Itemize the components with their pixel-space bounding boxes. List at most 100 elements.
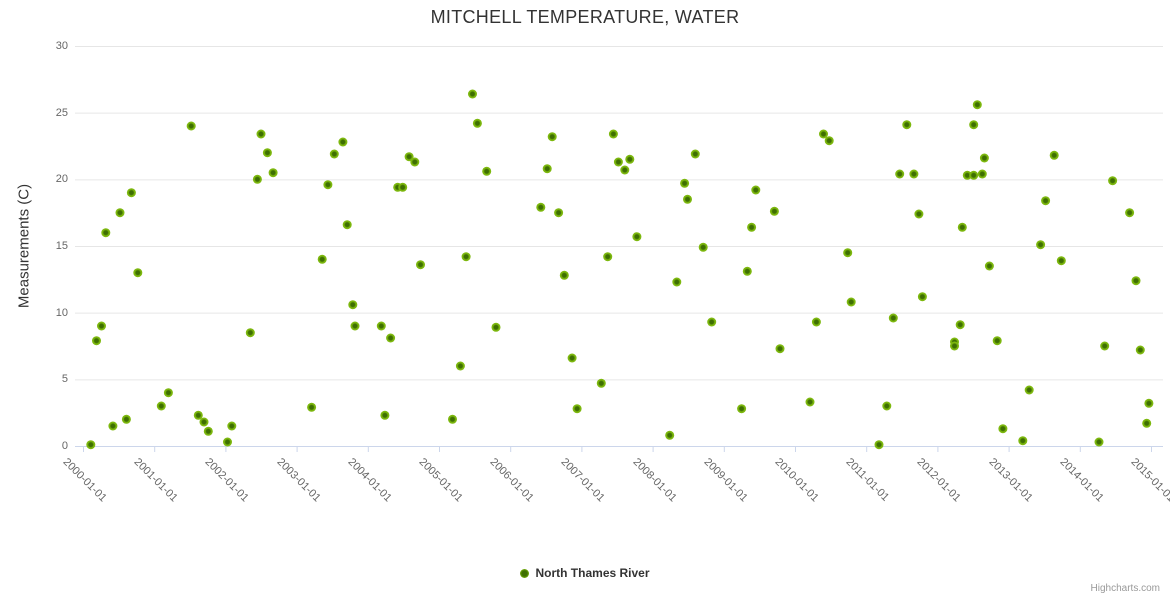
data-point[interactable]: [751, 185, 761, 195]
data-point[interactable]: [979, 153, 989, 163]
data-point[interactable]: [895, 169, 905, 179]
data-point[interactable]: [338, 137, 348, 147]
data-point[interactable]: [811, 317, 821, 327]
data-point[interactable]: [984, 261, 994, 271]
data-point[interactable]: [472, 118, 482, 128]
data-point[interactable]: [1131, 276, 1141, 286]
data-point[interactable]: [1100, 341, 1110, 351]
data-point[interactable]: [115, 208, 125, 218]
data-point[interactable]: [1142, 418, 1152, 428]
data-point[interactable]: [262, 148, 272, 158]
data-point[interactable]: [603, 252, 613, 262]
data-point[interactable]: [468, 89, 477, 99]
data-point[interactable]: [1135, 345, 1145, 355]
data-point[interactable]: [1108, 176, 1118, 186]
data-point[interactable]: [163, 388, 173, 398]
data-point[interactable]: [882, 401, 892, 411]
data-point[interactable]: [1024, 385, 1034, 395]
data-point[interactable]: [824, 136, 834, 146]
data-point[interactable]: [625, 154, 635, 164]
data-point[interactable]: [1056, 256, 1066, 266]
data-point[interactable]: [874, 440, 884, 450]
data-point[interactable]: [482, 166, 492, 176]
data-point[interactable]: [902, 120, 912, 130]
data-point[interactable]: [329, 149, 339, 159]
data-point[interactable]: [950, 341, 959, 351]
data-point[interactable]: [133, 268, 143, 278]
data-point[interactable]: [917, 292, 927, 302]
data-point[interactable]: [690, 149, 700, 159]
data-point[interactable]: [317, 254, 327, 264]
data-point[interactable]: [620, 165, 630, 175]
data-point[interactable]: [1049, 150, 1059, 160]
data-point[interactable]: [193, 410, 203, 420]
data-point[interactable]: [977, 169, 987, 179]
data-point[interactable]: [256, 129, 266, 139]
data-point[interactable]: [101, 228, 111, 238]
data-point[interactable]: [126, 188, 136, 198]
data-point[interactable]: [348, 300, 358, 310]
data-point[interactable]: [775, 344, 785, 354]
data-point[interactable]: [914, 209, 924, 219]
credits-link[interactable]: Highcharts.com: [1090, 583, 1160, 594]
data-point[interactable]: [398, 182, 408, 192]
data-point[interactable]: [846, 297, 856, 307]
data-point[interactable]: [108, 421, 118, 431]
data-point[interactable]: [1144, 398, 1154, 408]
data-point[interactable]: [323, 180, 333, 190]
data-point[interactable]: [416, 260, 425, 270]
data-point[interactable]: [1094, 437, 1104, 447]
data-point[interactable]: [404, 152, 414, 162]
data-point[interactable]: [461, 252, 471, 262]
data-point[interactable]: [805, 397, 815, 407]
data-point[interactable]: [992, 336, 1002, 346]
data-point[interactable]: [672, 277, 682, 287]
data-point[interactable]: [455, 361, 465, 371]
data-point[interactable]: [909, 169, 919, 179]
data-point[interactable]: [376, 321, 386, 331]
data-point[interactable]: [86, 440, 96, 450]
data-point[interactable]: [547, 132, 557, 142]
data-point[interactable]: [769, 206, 779, 216]
data-point[interactable]: [410, 157, 420, 167]
data-point[interactable]: [632, 232, 642, 242]
data-point[interactable]: [608, 129, 618, 139]
data-point[interactable]: [957, 222, 967, 232]
data-point[interactable]: [199, 417, 209, 427]
data-point[interactable]: [223, 437, 232, 447]
data-point[interactable]: [542, 164, 552, 174]
data-point[interactable]: [998, 424, 1008, 434]
data-point[interactable]: [1036, 240, 1046, 250]
data-point[interactable]: [307, 402, 317, 412]
data-point[interactable]: [567, 353, 577, 363]
data-point[interactable]: [448, 414, 457, 424]
data-point[interactable]: [819, 129, 828, 139]
data-point[interactable]: [342, 220, 352, 230]
data-point[interactable]: [747, 222, 757, 232]
data-point[interactable]: [707, 317, 717, 327]
data-point[interactable]: [554, 208, 564, 218]
data-point[interactable]: [92, 336, 101, 346]
data-point[interactable]: [680, 178, 690, 188]
data-point[interactable]: [380, 410, 390, 420]
data-point[interactable]: [97, 321, 106, 331]
data-point[interactable]: [252, 174, 262, 184]
data-point[interactable]: [1018, 436, 1028, 446]
data-point[interactable]: [1041, 196, 1051, 206]
data-point[interactable]: [742, 266, 752, 276]
data-point[interactable]: [596, 378, 606, 388]
data-point[interactable]: [962, 170, 972, 180]
data-point[interactable]: [268, 168, 278, 178]
data-point[interactable]: [203, 426, 213, 436]
data-point[interactable]: [969, 120, 979, 130]
data-point[interactable]: [972, 100, 982, 110]
data-point[interactable]: [1125, 208, 1135, 218]
data-point[interactable]: [536, 202, 546, 212]
data-point[interactable]: [386, 333, 396, 343]
data-point[interactable]: [559, 270, 569, 280]
data-point[interactable]: [955, 320, 965, 330]
data-point[interactable]: [121, 414, 131, 424]
data-point[interactable]: [969, 170, 979, 180]
data-point[interactable]: [698, 242, 708, 252]
data-point[interactable]: [572, 404, 582, 414]
